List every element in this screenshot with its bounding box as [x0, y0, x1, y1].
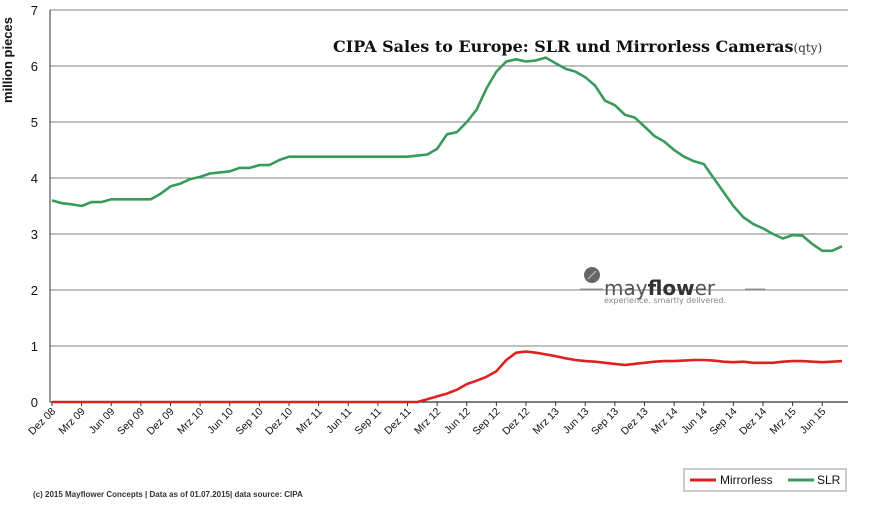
x-tick-label: Jun 09: [87, 406, 118, 437]
x-tick-label: Jun 14: [679, 406, 710, 437]
series-line-slr: [51, 56, 843, 253]
x-tick-label: Jun 13: [561, 406, 592, 437]
x-tick-label: Jun 15: [798, 406, 829, 437]
x-tick-label: Jun 10: [205, 406, 236, 437]
x-tick-label: Sep 09: [115, 406, 147, 438]
x-tick-label: Sep 10: [233, 406, 265, 438]
x-tick-label: Mrz 10: [175, 406, 206, 437]
x-tick-label: Sep 13: [589, 406, 621, 438]
logo-wordmark-part2: er: [695, 276, 716, 300]
y-axis-label: million pieces: [0, 17, 15, 103]
logo-tagline: experience. smartly delivered.: [604, 296, 726, 305]
logo-wordmark-part1: may: [604, 276, 648, 300]
footer-note: (c) 2015 Mayflower Concepts | Data as of…: [33, 490, 303, 499]
y-tick-label: 7: [31, 3, 38, 18]
legend: Mirrorless SLR: [683, 468, 847, 492]
x-tick-label: Sep 11: [353, 406, 385, 438]
series-line-mirrorless: [52, 350, 843, 404]
x-tick-label: Mrz 09: [57, 406, 88, 437]
x-tick-label: Dez 11: [382, 406, 414, 438]
x-tick-label: Dez 08: [26, 406, 58, 438]
x-tick-label: Dez 10: [263, 406, 295, 438]
x-tick-label: Sep 14: [707, 406, 739, 438]
x-tick-label: Dez 13: [619, 406, 651, 438]
x-tick-label: Mrz 14: [649, 406, 680, 437]
x-tick-label: Dez 12: [500, 406, 532, 438]
logo-icon-mark: [587, 270, 597, 280]
x-tick-label: Sep 12: [470, 406, 502, 438]
x-tick-label: Mrz 15: [768, 406, 799, 437]
logo-wordmark: mayflower: [604, 276, 716, 300]
legend-label-mirrorless: Mirrorless: [720, 473, 773, 487]
y-tick-label: 5: [31, 115, 38, 130]
x-tick-label: Mrz 12: [412, 406, 443, 437]
chart-title-suffix: (qty): [794, 41, 823, 55]
legend-label-slr: SLR: [817, 473, 841, 487]
chart-title: CIPA Sales to Europe: SLR und Mirrorless…: [333, 37, 822, 56]
x-tick-label: Dez 09: [145, 406, 177, 438]
x-tick-label: Mrz 11: [294, 406, 325, 437]
x-tick-label: Jun 12: [442, 406, 473, 437]
y-tick-label: 1: [31, 339, 38, 354]
y-tick-label: 4: [31, 171, 38, 186]
legend-box: [683, 468, 847, 492]
mayflower-logo: mayflower experience. smartly delivered.: [580, 267, 765, 305]
x-tick-label: Mrz 13: [531, 406, 562, 437]
chart-title-main: CIPA Sales to Europe: SLR und Mirrorless…: [333, 37, 794, 56]
plot-lines: [51, 56, 843, 404]
y-tick-label: 2: [31, 283, 38, 298]
x-tick-label: Jun 11: [324, 406, 354, 436]
y-tick-label: 6: [31, 59, 38, 74]
y-axis: 0 1 2 3 4 5 6 7: [31, 3, 38, 410]
grid: [49, 9, 848, 403]
y-tick-label: 3: [31, 227, 38, 242]
y-tick-label: 0: [31, 395, 38, 410]
logo-wordmark-bold: flow: [648, 276, 695, 300]
x-tick-label: Dez 14: [737, 406, 769, 438]
